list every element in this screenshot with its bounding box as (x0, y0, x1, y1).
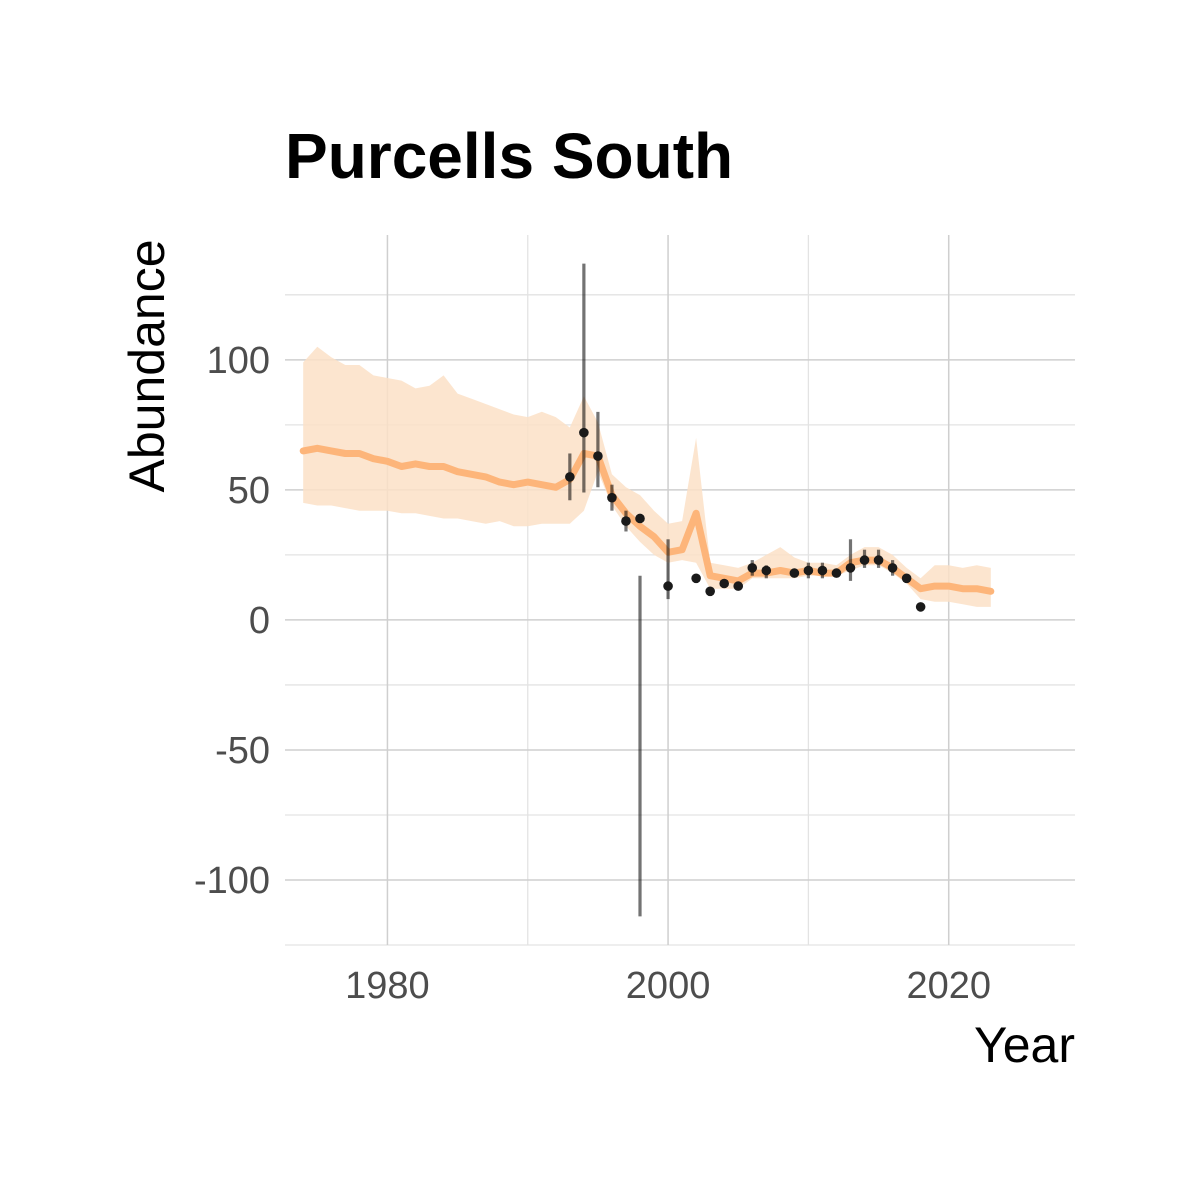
observation-point (761, 565, 772, 576)
x-axis-title: Year (974, 1017, 1075, 1073)
observation-point-layer (565, 427, 926, 612)
observation-point (593, 451, 603, 461)
observation-point (663, 581, 673, 591)
observation-point (719, 578, 730, 589)
observation-point (789, 568, 800, 578)
observation-point (901, 573, 912, 584)
observation-point (803, 565, 814, 576)
confidence-band (303, 346, 991, 607)
observation-point (565, 472, 575, 482)
x-tick-label: 2000 (626, 965, 711, 1007)
observation-point (873, 555, 884, 565)
observation-point (691, 573, 701, 584)
observation-point (915, 602, 926, 612)
y-axis-title: Abundance (119, 239, 175, 492)
observation-point (607, 492, 617, 503)
observation-point (747, 563, 758, 573)
observation-point (621, 516, 631, 526)
y-tick-label: 100 (207, 340, 270, 382)
x-tick-labels: 1980 2000 2020 (345, 965, 991, 1007)
observation-point (887, 563, 898, 573)
observation-point (733, 581, 744, 591)
x-tick-label: 1980 (345, 965, 430, 1007)
y-tick-label: -100 (194, 860, 270, 902)
observation-point (635, 513, 645, 524)
observation-point (845, 563, 856, 573)
observation-point (859, 555, 870, 565)
chart-title: Purcells South (285, 120, 733, 192)
observation-point (579, 427, 589, 438)
x-tick-label: 2020 (906, 965, 991, 1007)
y-tick-label: 0 (249, 600, 270, 642)
observation-point (705, 586, 715, 597)
y-tick-label: -50 (215, 730, 270, 772)
y-tick-label: 50 (228, 470, 270, 512)
grid-major (285, 235, 1075, 945)
observation-point (831, 568, 842, 578)
y-tick-labels: -100 -50 0 50 100 (194, 340, 270, 902)
observation-point (817, 565, 828, 576)
error-bar-layer (568, 263, 895, 917)
confidence-band-layer (303, 346, 991, 607)
